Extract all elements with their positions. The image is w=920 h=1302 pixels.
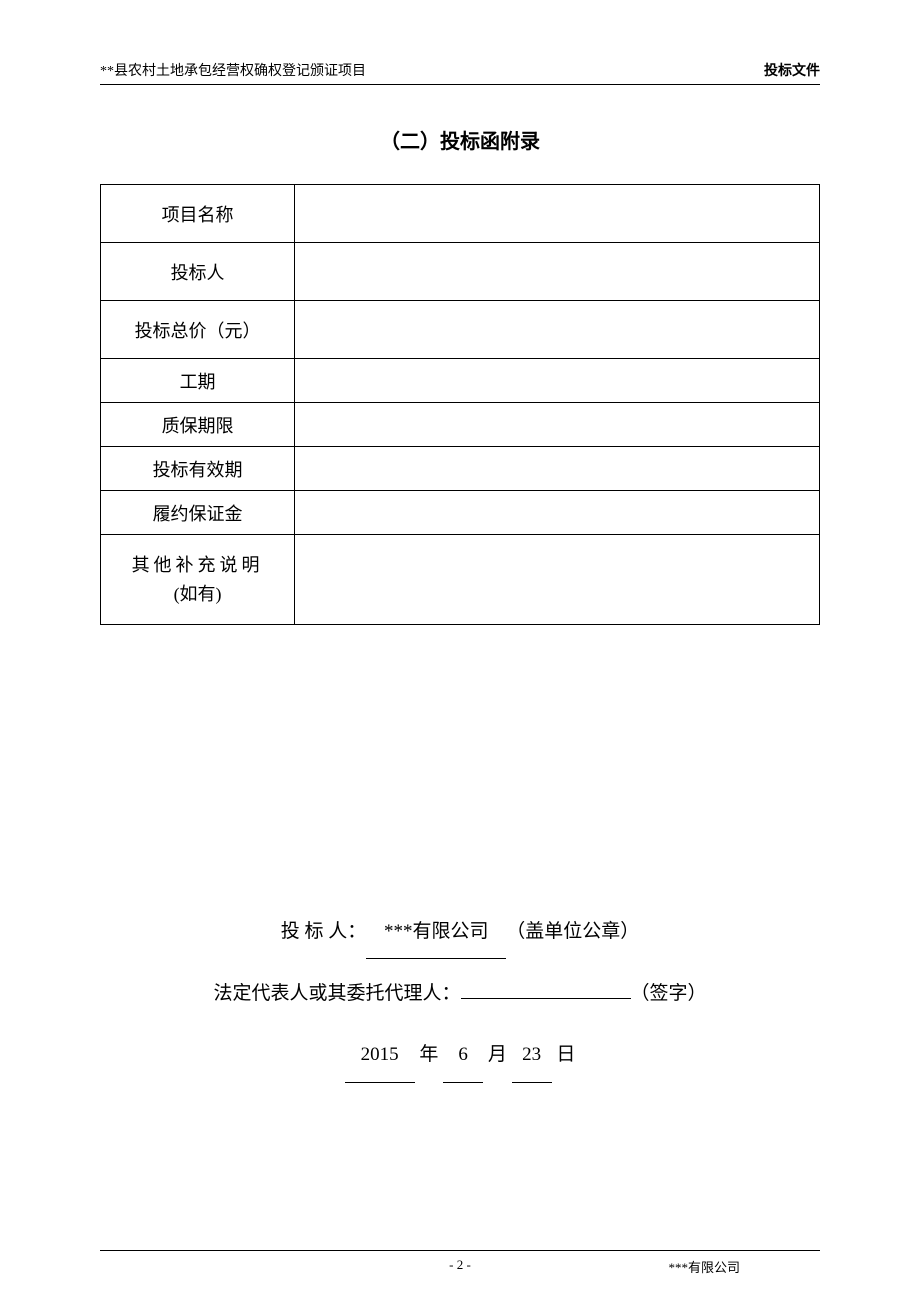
table-row: 投标总价（元） [101, 301, 820, 359]
month-value: 6 [443, 1028, 483, 1082]
bid-appendix-table: 项目名称 投标人 投标总价（元） 工期 质保期限 投标有效期 履约保证金 [100, 184, 820, 625]
page-header: **县农村土地承包经营权确权登记颁证项目 投标文件 [100, 60, 820, 85]
table-row: 项目名称 [101, 185, 820, 243]
row-value [295, 359, 820, 403]
bidder-line: 投 标 人：***有限公司（盖单位公章） [100, 905, 820, 959]
bidder-suffix: （盖单位公章） [506, 921, 639, 942]
section-title: （二）投标函附录 [100, 125, 820, 154]
table-row-supplement: 其他补充说明 (如有) [101, 535, 820, 625]
supplement-line2: (如有) [174, 584, 222, 604]
row-value [295, 403, 820, 447]
row-label: 投标人 [101, 243, 295, 301]
table-row: 履约保证金 [101, 491, 820, 535]
row-value [295, 447, 820, 491]
header-left-text: **县农村土地承包经营权确权登记颁证项目 [100, 60, 366, 80]
row-value [295, 535, 820, 625]
row-label: 质保期限 [101, 403, 295, 447]
row-label: 投标有效期 [101, 447, 295, 491]
row-label: 履约保证金 [101, 491, 295, 535]
rep-line: 法定代表人或其委托代理人： （签字） [100, 967, 820, 1020]
date-line: 2015 年 6 月 23 日 [100, 1028, 820, 1082]
table-row: 投标有效期 [101, 447, 820, 491]
table-row: 质保期限 [101, 403, 820, 447]
signature-block: 投 标 人：***有限公司（盖单位公章） 法定代表人或其委托代理人： （签字） 2… [100, 905, 820, 1083]
row-label: 投标总价（元） [101, 301, 295, 359]
bidder-label: 投 标 人： [281, 921, 367, 942]
month-unit: 月 [488, 1044, 507, 1065]
rep-value [461, 998, 631, 999]
rep-suffix: （签字） [631, 983, 707, 1004]
year-unit: 年 [419, 1044, 438, 1065]
table-row: 工期 [101, 359, 820, 403]
row-label: 工期 [101, 359, 295, 403]
header-right-text: 投标文件 [764, 60, 820, 80]
supplement-line1: 其他补充说明 [132, 555, 264, 575]
day-value: 23 [512, 1028, 552, 1082]
row-label-supplement: 其他补充说明 (如有) [101, 535, 295, 625]
page-footer: - 2 - ***有限公司 [100, 1250, 820, 1257]
row-value [295, 491, 820, 535]
year-value: 2015 [345, 1028, 415, 1082]
table-row: 投标人 [101, 243, 820, 301]
day-unit: 日 [556, 1044, 575, 1065]
footer-company: ***有限公司 [668, 1257, 740, 1276]
bidder-value: ***有限公司 [366, 905, 506, 959]
row-label: 项目名称 [101, 185, 295, 243]
row-value [295, 243, 820, 301]
rep-label: 法定代表人或其委托代理人： [213, 983, 460, 1004]
row-value [295, 301, 820, 359]
row-value [295, 185, 820, 243]
